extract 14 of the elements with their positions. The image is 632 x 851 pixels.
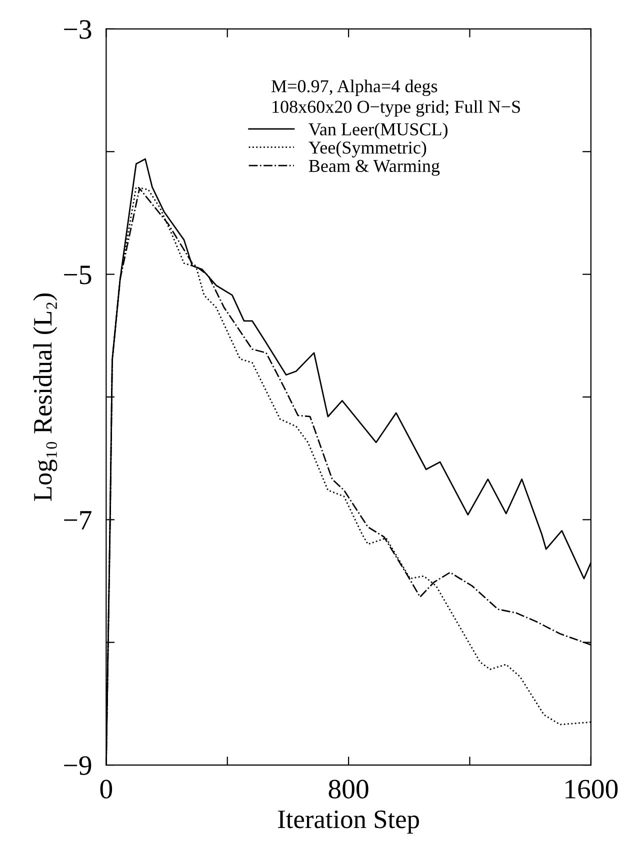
x-tick-label: 0: [100, 780, 112, 798]
x-axis-title: Iteration Step: [278, 810, 419, 834]
y-tick-label: −5: [64, 266, 92, 284]
annotation: 108x60x20 O−type grid; Full N−S: [272, 100, 520, 117]
y-tick-label: −3: [64, 20, 92, 39]
x-tick-label: 1600: [566, 780, 618, 798]
legend-label: Beam & Warming: [308, 160, 440, 176]
x-tick-label: 800: [328, 780, 368, 798]
y-tick-label: −9: [64, 756, 92, 775]
y-tick-label: −7: [64, 511, 92, 530]
y-axis-title: Log₁₀ Residual (L₂): [33, 293, 58, 501]
annotation: M=0.97, Alpha=4 degs: [272, 80, 438, 96]
legend-label: Yee(Symmetric): [308, 141, 426, 158]
legend-label: Van Leer(MUSCL): [308, 122, 448, 140]
